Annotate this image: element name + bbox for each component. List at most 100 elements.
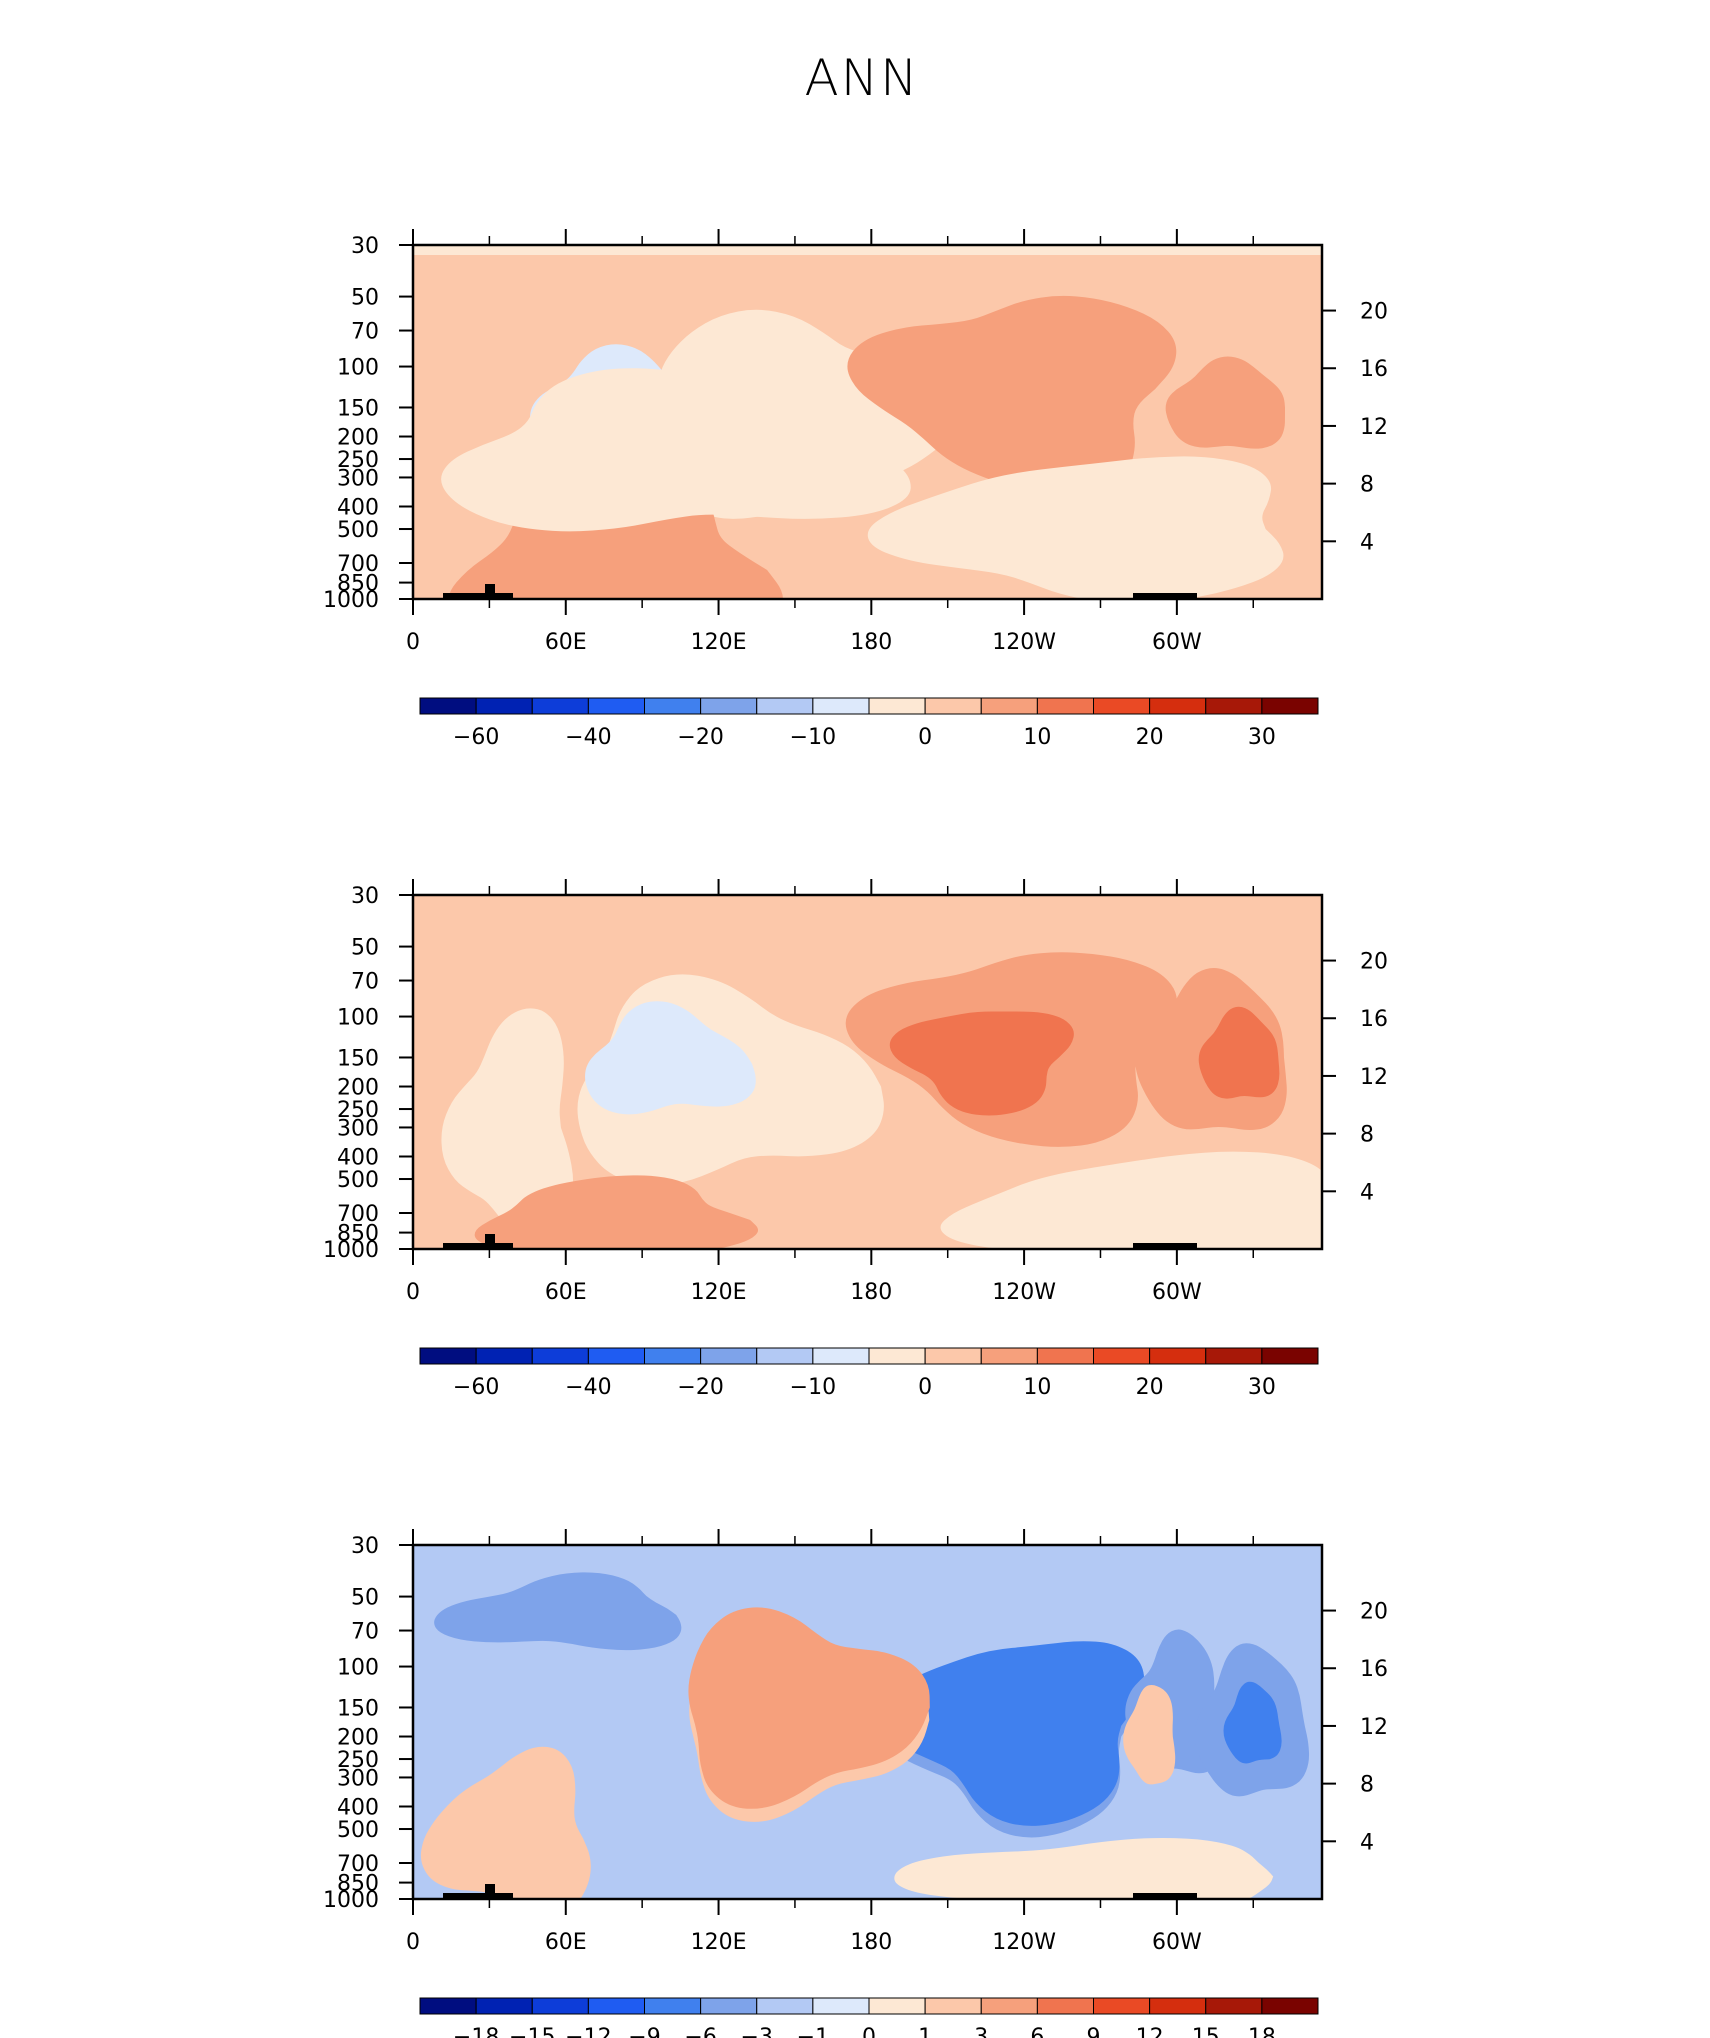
x-tick-label: 60W xyxy=(1152,1930,1202,1955)
y-tick-label: 100 xyxy=(337,356,379,381)
topography xyxy=(1133,593,1197,599)
panel-1: 3050701001502002503004005007008501000481… xyxy=(323,229,1388,750)
colorbar-label: 12 xyxy=(1136,2025,1164,2038)
y2-tick-label: 20 xyxy=(1360,950,1388,975)
y-tick-label: 1000 xyxy=(323,588,379,613)
colorbar-label: 3 xyxy=(974,2025,988,2038)
colorbar-swatch xyxy=(700,1997,758,2015)
x-tick-label: 120W xyxy=(992,1280,1056,1305)
y-tick-label: 300 xyxy=(337,1766,379,1791)
colorbar-swatch xyxy=(756,1347,814,1365)
y-tick-label: 1000 xyxy=(323,1888,379,1913)
x-tick-label: 120W xyxy=(992,1930,1056,1955)
colorbar-label: −9 xyxy=(628,2025,660,2038)
x-tick-label: 180 xyxy=(850,630,892,655)
contour-region xyxy=(688,1607,930,1809)
contour-region xyxy=(474,1175,759,1249)
y-tick-label: 400 xyxy=(337,495,379,520)
topography xyxy=(443,1243,513,1249)
colorbar-swatch xyxy=(531,1347,589,1365)
colorbar-swatch xyxy=(1149,1347,1207,1365)
topography xyxy=(485,584,495,599)
colorbar-swatch xyxy=(812,697,870,715)
colorbar: −60 −40 −20 −10 0 10 20 30 xyxy=(419,697,1319,750)
y-tick-label: 150 xyxy=(337,1696,379,1721)
colorbar-label: 0 xyxy=(918,1375,932,1400)
colorbar-label: 18 xyxy=(1248,2025,1276,2038)
colorbar-label: −60 xyxy=(453,725,499,750)
y-tick-label: 70 xyxy=(351,320,379,345)
colorbar-swatch xyxy=(1036,1997,1094,2015)
y2-tick-label: 8 xyxy=(1360,1773,1374,1798)
colorbar-label: 1 xyxy=(918,2025,932,2038)
season-title: ANN xyxy=(804,49,919,107)
colorbar-label: 20 xyxy=(1136,1375,1164,1400)
colorbar-swatch xyxy=(1261,1347,1319,1365)
plot-frame xyxy=(411,1543,1324,1901)
colorbar-label: 15 xyxy=(1192,2025,1220,2038)
contour-field xyxy=(413,245,1322,599)
colorbar-swatch xyxy=(644,697,702,715)
y-tick-label: 70 xyxy=(351,970,379,995)
y-tick-label: 250 xyxy=(337,1748,379,1773)
contour-region xyxy=(1165,356,1285,449)
colorbar-swatch xyxy=(756,697,814,715)
colorbar-swatch xyxy=(1093,1997,1151,2015)
contour-region xyxy=(585,1001,756,1115)
colorbar-label: 0 xyxy=(918,725,932,750)
y-tick-label: 200 xyxy=(337,426,379,451)
y-tick-label: 150 xyxy=(337,1046,379,1071)
contour-field xyxy=(413,1545,1322,1899)
contour-region xyxy=(894,1837,1274,1899)
x-tick-label: 180 xyxy=(850,1280,892,1305)
y-tick-label: 100 xyxy=(337,1006,379,1031)
colorbar-swatch xyxy=(644,1997,702,2015)
y-tick-label: 50 xyxy=(351,286,379,311)
plot-frame xyxy=(411,243,1324,601)
y2-tick-label: 4 xyxy=(1360,1180,1374,1205)
contour-region xyxy=(847,295,1177,495)
colorbar-label: −18 xyxy=(453,2025,499,2038)
y2-tick-label: 20 xyxy=(1360,300,1388,325)
y-tick-label: 500 xyxy=(337,1168,379,1193)
topography xyxy=(485,1234,495,1249)
x-tick-label: 60W xyxy=(1152,630,1202,655)
x-tick-label: 180 xyxy=(850,1930,892,1955)
x-tick-label: 0 xyxy=(406,1930,420,1955)
colorbar-swatch xyxy=(756,1997,814,2015)
topography xyxy=(443,1893,513,1899)
y2-tick-label: 16 xyxy=(1360,1007,1388,1032)
colorbar-swatch xyxy=(980,1997,1038,2015)
colorbar-label: 10 xyxy=(1023,725,1051,750)
y-tick-label: 500 xyxy=(337,518,379,543)
colorbar-label: −20 xyxy=(677,1375,723,1400)
colorbar-swatch xyxy=(475,697,533,715)
y-tick-label: 300 xyxy=(337,466,379,491)
colorbar-swatch xyxy=(700,697,758,715)
y-tick-label: 200 xyxy=(337,1076,379,1101)
y2-tick-label: 12 xyxy=(1360,1065,1388,1090)
y-tick-label: 100 xyxy=(337,1656,379,1681)
colorbar-swatch xyxy=(419,1347,477,1365)
x-tick-label: 0 xyxy=(406,630,420,655)
y2-tick-label: 20 xyxy=(1360,1600,1388,1625)
colorbar-swatch xyxy=(531,1997,589,2015)
y-tick-label: 400 xyxy=(337,1795,379,1820)
plot-frame xyxy=(411,893,1324,1251)
colorbar-swatch xyxy=(1205,1347,1263,1365)
colorbar-swatch xyxy=(475,1997,533,2015)
colorbar-label: −40 xyxy=(565,725,611,750)
panel-3: 3050701001502002503004005007008501000481… xyxy=(323,1529,1388,2038)
y-tick-label: 1000 xyxy=(323,1238,379,1263)
y-tick-label: 850 xyxy=(337,572,379,597)
topography xyxy=(1133,1893,1197,1899)
panels-container: 3050701001502002503004005007008501000481… xyxy=(323,229,1388,2038)
x-tick-label: 60E xyxy=(545,630,587,655)
y-tick-label: 700 xyxy=(337,552,379,577)
contour-region xyxy=(867,456,1284,599)
colorbar-swatch xyxy=(1036,1347,1094,1365)
colorbar-label: 9 xyxy=(1087,2025,1101,2038)
x-tick-label: 120W xyxy=(992,630,1056,655)
y2-tick-label: 16 xyxy=(1360,1657,1388,1682)
topography xyxy=(443,593,513,599)
